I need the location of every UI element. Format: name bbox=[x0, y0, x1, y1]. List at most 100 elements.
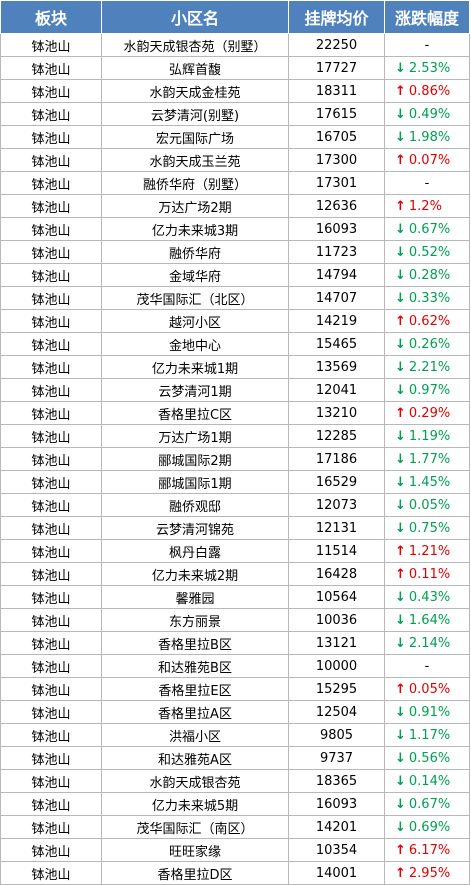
table-row: 钵池山 亿力未来城3期 16093 ↓ 0.67% bbox=[0, 217, 470, 241]
district-cell: 钵池山 bbox=[0, 33, 102, 57]
price-cell: 12285 bbox=[288, 424, 385, 448]
change-cell: ↓ 0.14% bbox=[384, 769, 470, 793]
table-row: 钵池山 旺旺家缘 10354 ↑ 6.17% bbox=[0, 838, 470, 862]
change-value: 0.05% bbox=[408, 497, 451, 513]
price-cell: 13121 bbox=[288, 631, 385, 655]
arrow-down-icon: ↓ bbox=[395, 382, 406, 398]
change-cell: ↓ 0.33% bbox=[384, 286, 470, 310]
community-name-cell: 水韵天成银杏苑 bbox=[101, 769, 289, 793]
change-cell: ↑ 1.2% bbox=[384, 194, 470, 218]
community-name-cell: 云梦清河锦苑 bbox=[101, 516, 289, 540]
table-row: 钵池山 金域华府 14794 ↓ 0.28% bbox=[0, 263, 470, 287]
table-row: 钵池山 弘辉首馥 17727 ↓ 2.53% bbox=[0, 56, 470, 80]
district-cell: 钵池山 bbox=[0, 355, 102, 379]
district-cell: 钵池山 bbox=[0, 769, 102, 793]
community-name-cell: 东方丽景 bbox=[101, 608, 289, 632]
arrow-down-icon: ↓ bbox=[395, 589, 406, 605]
price-cell: 16093 bbox=[288, 217, 385, 241]
change-value: 0.11% bbox=[408, 566, 451, 582]
change-value: 0.86% bbox=[408, 83, 451, 99]
table-row: 钵池山 宏元国际广场 16705 ↓ 1.98% bbox=[0, 125, 470, 149]
change-value: 0.67% bbox=[408, 221, 451, 237]
change-cell: ↓ 2.14% bbox=[384, 631, 470, 655]
community-name-cell: 水韵天成金桂苑 bbox=[101, 79, 289, 103]
change-cell: ↓ 0.67% bbox=[384, 217, 470, 241]
district-cell: 钵池山 bbox=[0, 309, 102, 333]
district-cell: 钵池山 bbox=[0, 861, 102, 885]
table-row: 钵池山 茂华国际汇（北区） 14707 ↓ 0.33% bbox=[0, 286, 470, 310]
header-row: 板块 小区名 挂牌均价 涨跌幅度 bbox=[0, 0, 470, 34]
change-value: 0.56% bbox=[408, 750, 451, 766]
district-cell: 钵池山 bbox=[0, 286, 102, 310]
change-value: 0.49% bbox=[408, 106, 451, 122]
arrow-down-icon: ↓ bbox=[395, 336, 406, 352]
community-name-cell: 洪福小区 bbox=[101, 723, 289, 747]
change-cell: ↓ 0.56% bbox=[384, 746, 470, 770]
price-cell: 11723 bbox=[288, 240, 385, 264]
district-cell: 钵池山 bbox=[0, 792, 102, 816]
change-value: 0.33% bbox=[408, 290, 451, 306]
arrow-down-icon: ↓ bbox=[395, 773, 406, 789]
table-row: 钵池山 香格里拉C区 13210 ↑ 0.29% bbox=[0, 401, 470, 425]
price-cell: 10354 bbox=[288, 838, 385, 862]
arrow-up-icon: ↑ bbox=[395, 842, 406, 858]
community-name-cell: 融侨观邸 bbox=[101, 493, 289, 517]
change-value: 0.75% bbox=[408, 520, 451, 536]
arrow-down-icon: ↓ bbox=[395, 221, 406, 237]
arrow-down-icon: ↓ bbox=[395, 474, 406, 490]
change-cell: ↑ 0.11% bbox=[384, 562, 470, 586]
change-value: 0.97% bbox=[408, 382, 451, 398]
price-cell: 12041 bbox=[288, 378, 385, 402]
community-name-cell: 香格里拉E区 bbox=[101, 677, 289, 701]
change-cell: ↑ 1.21% bbox=[384, 539, 470, 563]
district-cell: 钵池山 bbox=[0, 815, 102, 839]
district-cell: 钵池山 bbox=[0, 723, 102, 747]
district-cell: 钵池山 bbox=[0, 332, 102, 356]
change-cell: ↓ 0.91% bbox=[384, 700, 470, 724]
community-name-cell: 万达广场1期 bbox=[101, 424, 289, 448]
change-cell: ↑ 2.95% bbox=[384, 861, 470, 885]
price-cell: 14707 bbox=[288, 286, 385, 310]
change-cell: ↓ 1.98% bbox=[384, 125, 470, 149]
change-cell: ↑ 0.86% bbox=[384, 79, 470, 103]
change-value: - bbox=[424, 37, 430, 53]
change-cell: ↑ 0.05% bbox=[384, 677, 470, 701]
arrow-down-icon: ↓ bbox=[395, 497, 406, 513]
district-cell: 钵池山 bbox=[0, 539, 102, 563]
table-row: 钵池山 水韵天成银杏苑（别墅） 22250 - bbox=[0, 33, 470, 57]
table-row: 钵池山 万达广场1期 12285 ↓ 1.19% bbox=[0, 424, 470, 448]
community-name-cell: 郦城国际1期 bbox=[101, 470, 289, 494]
district-cell: 钵池山 bbox=[0, 838, 102, 862]
table-row: 钵池山 融侨华府 11723 ↓ 0.52% bbox=[0, 240, 470, 264]
community-name-cell: 郦城国际2期 bbox=[101, 447, 289, 471]
community-name-cell: 香格里拉A区 bbox=[101, 700, 289, 724]
price-cell: 18311 bbox=[288, 79, 385, 103]
table-row: 钵池山 云梦清河锦苑 12131 ↓ 0.75% bbox=[0, 516, 470, 540]
change-value: 0.91% bbox=[408, 704, 451, 720]
change-cell: ↓ 0.69% bbox=[384, 815, 470, 839]
table-row: 钵池山 洪福小区 9805 ↓ 1.17% bbox=[0, 723, 470, 747]
community-name-cell: 茂华国际汇（南区） bbox=[101, 815, 289, 839]
district-cell: 钵池山 bbox=[0, 263, 102, 287]
community-name-cell: 云梦清河1期 bbox=[101, 378, 289, 402]
change-value: 1.45% bbox=[408, 474, 451, 490]
price-cell: 17727 bbox=[288, 56, 385, 80]
district-cell: 钵池山 bbox=[0, 240, 102, 264]
change-value: 0.26% bbox=[408, 336, 451, 352]
change-value: 0.67% bbox=[408, 796, 451, 812]
change-cell: ↓ 1.77% bbox=[384, 447, 470, 471]
table-row: 钵池山 金地中心 15465 ↓ 0.26% bbox=[0, 332, 470, 356]
change-cell: ↑ 0.29% bbox=[384, 401, 470, 425]
table-row: 钵池山 枫丹白露 11514 ↑ 1.21% bbox=[0, 539, 470, 563]
table-body: 钵池山 水韵天成银杏苑（别墅） 22250- 钵池山 弘辉首馥 17727 ↓ 2.53% 钵池… bbox=[0, 33, 470, 885]
change-value: 1.17% bbox=[408, 727, 451, 743]
change-value: 2.21% bbox=[408, 359, 451, 375]
arrow-down-icon: ↓ bbox=[395, 451, 406, 467]
arrow-down-icon: ↓ bbox=[395, 635, 406, 651]
change-cell: ↓ 1.19% bbox=[384, 424, 470, 448]
table-row: 钵池山 云梦清河(别墅) 17615 ↓ 0.49% bbox=[0, 102, 470, 126]
table-row: 钵池山 万达广场2期 12636 ↑ 1.2% bbox=[0, 194, 470, 218]
table-row: 钵池山 融侨华府（别墅） 17301 - bbox=[0, 171, 470, 195]
table-row: 钵池山 茂华国际汇（南区） 14201 ↓ 0.69% bbox=[0, 815, 470, 839]
